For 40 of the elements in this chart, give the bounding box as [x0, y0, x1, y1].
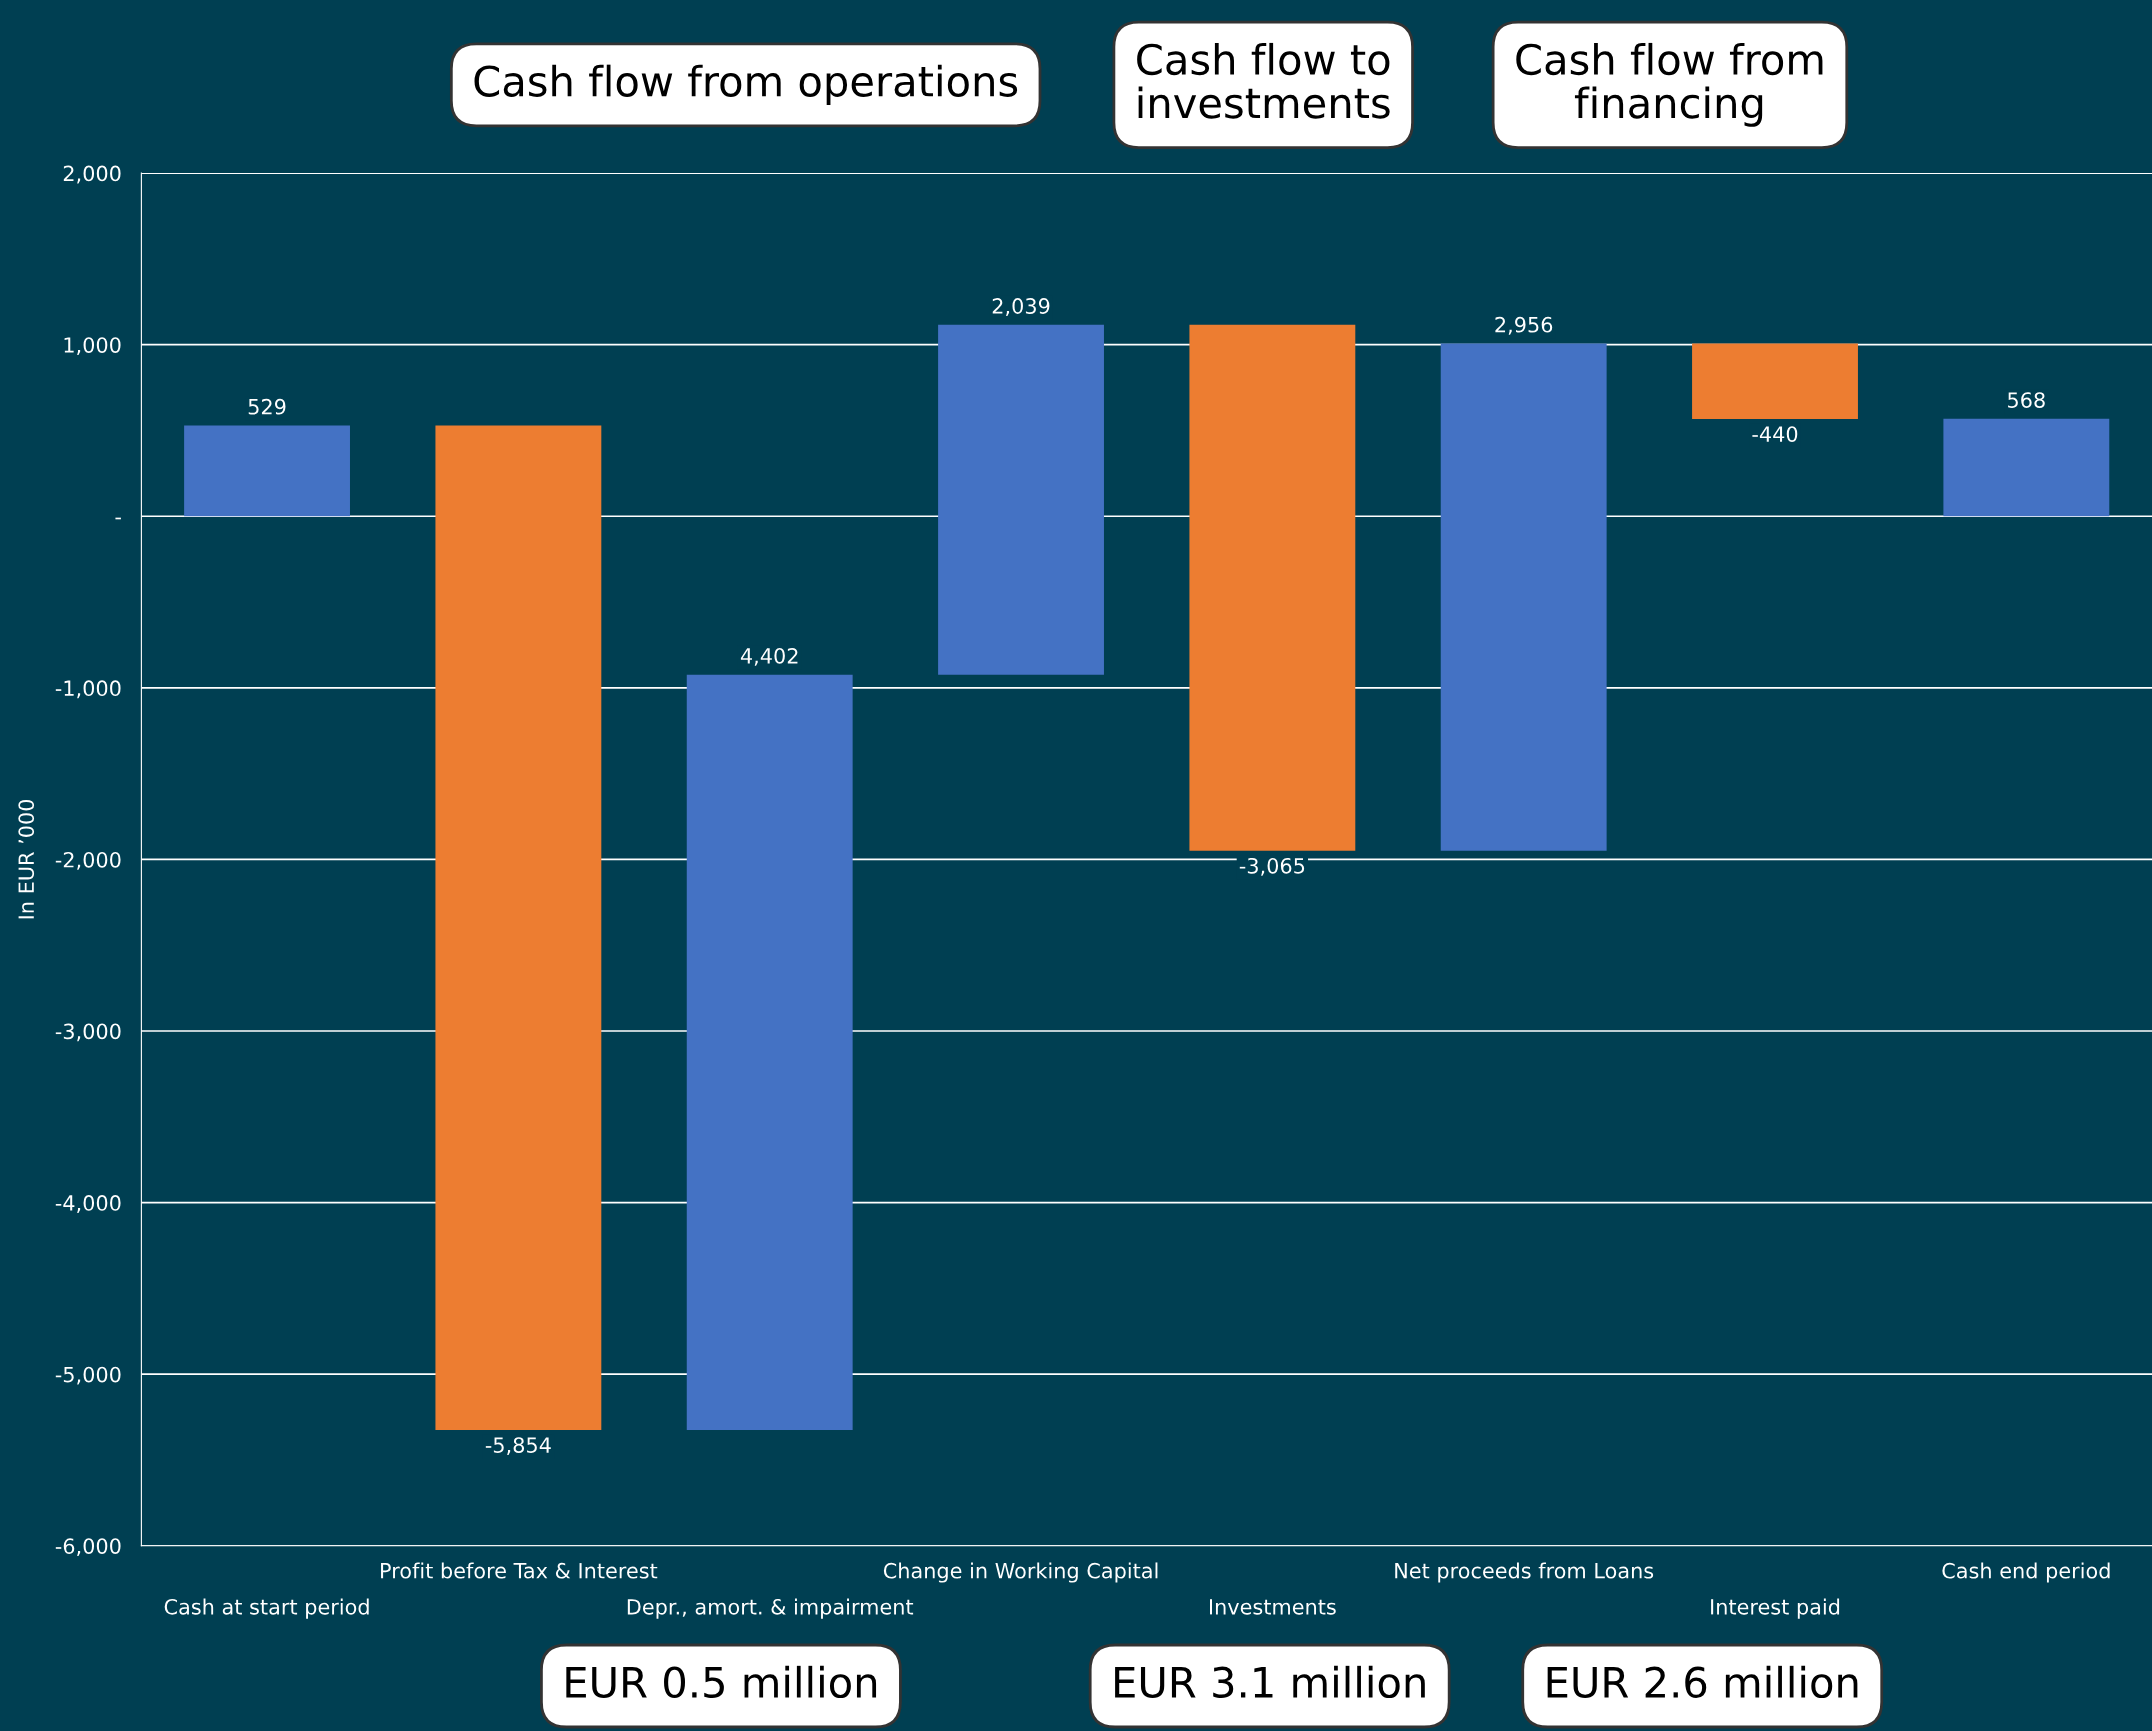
data-label: 529	[248, 398, 286, 415]
x-tick-label: Cash end period	[1942, 1562, 2110, 1583]
data-label: 4,402	[740, 647, 798, 666]
text: EUR 3.1 million	[1115, 1665, 1425, 1699]
y-axis-title: In EUR ’000	[18, 799, 35, 919]
y-tick-label: 1,000	[64, 337, 121, 356]
x-tick-label: Interest paid	[1711, 1598, 1840, 1619]
y-tick-label: -4,000	[55, 1195, 121, 1213]
bar	[1692, 343, 1858, 419]
bar	[435, 425, 602, 1430]
x-tick-label: Net proceeds from Loans	[1395, 1562, 1654, 1583]
data-label: -440	[1752, 426, 1798, 442]
bar	[184, 425, 350, 517]
bar	[686, 674, 853, 1430]
y-tick-label: -6,000	[55, 1538, 121, 1557]
y-tick-label: -	[115, 517, 121, 520]
bar	[1943, 418, 2110, 517]
data-label: -5,854	[485, 1437, 551, 1456]
data-label: -3,065	[1239, 857, 1305, 876]
text: EUR 0.5 million	[566, 1665, 877, 1699]
data-label: 2,956	[1495, 316, 1553, 335]
bar	[1189, 324, 1356, 851]
y-tick-label: -5,000	[55, 1366, 121, 1385]
y-tick-label: 2,000	[63, 165, 121, 184]
y-tick-label: -1,000	[55, 680, 121, 699]
bar	[938, 324, 1104, 675]
data-label: 2,039	[992, 298, 1050, 317]
text: Cash flow from financing	[1516, 42, 1823, 127]
x-tick-label: Profit before Tax & Interest	[381, 1562, 658, 1579]
text: Cash flow from operations	[474, 64, 1018, 105]
x-tick-label: Cash at start period	[164, 1598, 369, 1619]
x-tick-label: Change in Working Capital	[883, 1562, 1158, 1583]
x-tick-label: Investments	[1209, 1599, 1336, 1615]
x-tick-label: Depr., amort. & impairment	[627, 1598, 914, 1619]
data-label: 568	[2008, 392, 2045, 408]
text: Cash flow to investments	[1137, 42, 1390, 119]
bar	[1440, 343, 1607, 851]
y-tick-label: -2,000	[55, 851, 121, 870]
text: EUR 2.6 million	[1547, 1665, 1858, 1699]
y-tick-label: -3,000	[55, 1023, 121, 1042]
